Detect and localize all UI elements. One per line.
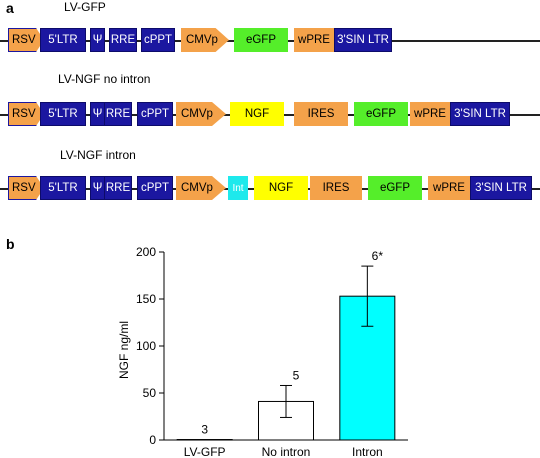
x-tick-label: Intron	[352, 445, 383, 458]
y-tick-label: 150	[136, 292, 156, 306]
wpre-element: wPRE	[428, 176, 470, 200]
wpre-element: wPRE	[410, 102, 450, 126]
psi-element: Ψ	[90, 102, 105, 126]
ltr5-element: 5'LTR	[40, 102, 86, 126]
rsv-promoter: RSV	[8, 28, 44, 52]
ires-element: IRES	[310, 176, 362, 200]
bar-lv-gfp	[176, 439, 233, 441]
bars: 3 5 6*	[176, 249, 396, 441]
rre-element: RRE	[109, 28, 137, 52]
x-tick-label: LV-GFP	[184, 445, 226, 458]
rre-element: RRE	[104, 176, 132, 200]
y-axis-label: NGF ng/ml	[117, 321, 131, 379]
egfp-gene: eGFP	[354, 102, 408, 126]
ires-element: IRES	[294, 102, 348, 126]
egfp-gene: eGFP	[368, 176, 422, 200]
ltr3-sin-element: 3'SIN LTR	[470, 176, 532, 200]
construct-map-lv-ngf-intron: RSV 5'LTR Ψ RRE cPPT CMVp Int NGF IRES e…	[0, 176, 540, 202]
x-tick-label: No intron	[262, 445, 311, 458]
rre-element: RRE	[104, 102, 132, 126]
construct-title-lv-gfp: LV-GFP	[64, 0, 106, 14]
sample-size-label: 3	[201, 423, 208, 437]
ngf-gene: NGF	[230, 102, 284, 126]
ltr3-sin-element: 3'SIN LTR	[334, 28, 392, 52]
construct-title-lv-ngf-intron: LV-NGF intron	[60, 148, 136, 162]
intron-element: Int	[228, 176, 248, 200]
cmv-promoter: CMVp	[181, 28, 229, 52]
panel-a-letter: a	[6, 0, 14, 16]
y-tick-label: 0	[149, 433, 156, 447]
y-tick-label: 100	[136, 339, 156, 353]
egfp-gene: eGFP	[234, 28, 288, 52]
cppt-element: cPPT	[137, 102, 173, 126]
cppt-element: cPPT	[141, 28, 175, 52]
cppt-element: cPPT	[137, 176, 173, 200]
panel-b-letter: b	[6, 236, 15, 252]
y-tick-label: 200	[136, 245, 156, 259]
construct-map-lv-gfp: RSV 5'LTR Ψ RRE cPPT CMVp eGFP wPRE 3'SI…	[0, 28, 540, 54]
psi-element: Ψ	[90, 28, 105, 52]
y-tick-label: 50	[143, 386, 157, 400]
ltr3-sin-element: 3'SIN LTR	[450, 102, 510, 126]
x-tick-labels: LV-GFP No intron Intron	[184, 445, 383, 458]
ngf-gene: NGF	[254, 176, 308, 200]
y-ticks: 0 50 100 150 200	[136, 245, 164, 447]
rsv-promoter: RSV	[8, 176, 44, 200]
construct-title-lv-ngf-no-intron: LV-NGF no intron	[58, 72, 151, 86]
rsv-promoter: RSV	[8, 102, 44, 126]
ltr5-element: 5'LTR	[40, 28, 86, 52]
wpre-element: wPRE	[294, 28, 334, 52]
ltr5-element: 5'LTR	[40, 176, 86, 200]
construct-map-lv-ngf-no-intron: RSV 5'LTR Ψ RRE cPPT CMVp NGF IRES eGFP …	[0, 102, 540, 128]
sample-size-label: 5	[293, 368, 300, 382]
sample-size-label: 6*	[372, 249, 384, 263]
